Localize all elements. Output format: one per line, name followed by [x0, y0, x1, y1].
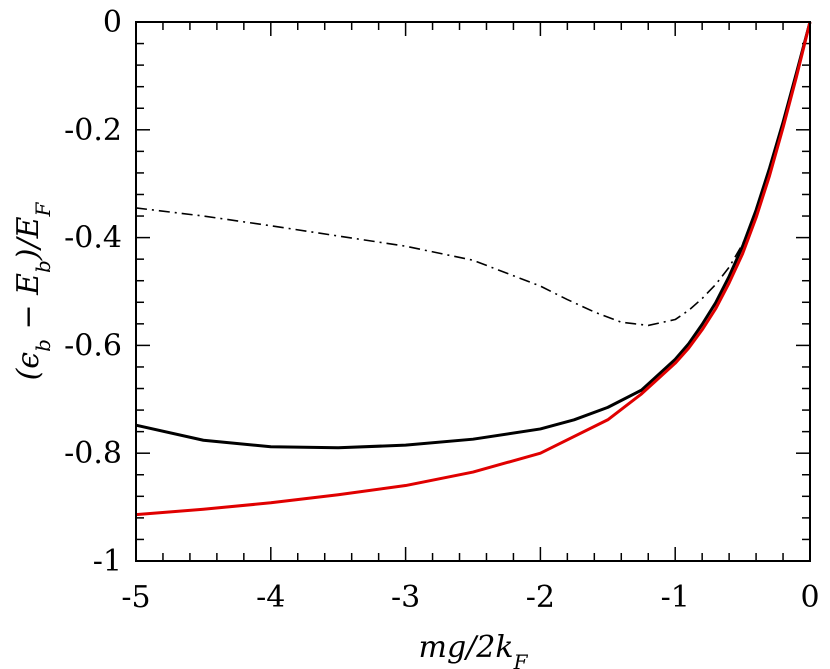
x-tick-label: 0 [800, 580, 819, 615]
ticks-layer: -5 -4 -3 -2 -1 0 0 -0.2 -0.4 -0.6 -0.8 -1 [64, 5, 819, 615]
x-tick-label: -1 [661, 580, 690, 615]
plot-frame [135, 21, 811, 562]
series-line-3 [135, 21, 812, 517]
x-tick-label: -3 [391, 580, 420, 615]
y-tick-label: -0.6 [64, 328, 122, 363]
series-layer [135, 21, 812, 517]
x-axis-label: mg/2kF [419, 630, 529, 669]
y-tick-label: -0.4 [64, 221, 122, 256]
y-tick-label: -1 [93, 544, 122, 579]
x-tick-label: -2 [526, 580, 555, 615]
y-tick-label: -0.8 [64, 436, 122, 471]
y-axis-label: (ϵb − Eb)/EF [11, 201, 55, 380]
y-tick-label: 0 [103, 5, 122, 40]
series-line-1 [135, 207, 751, 327]
y-tick-label: -0.2 [64, 113, 122, 148]
x-tick-label: -4 [256, 580, 285, 615]
x-tick-label: -5 [121, 580, 150, 615]
series-line-2 [135, 21, 812, 450]
